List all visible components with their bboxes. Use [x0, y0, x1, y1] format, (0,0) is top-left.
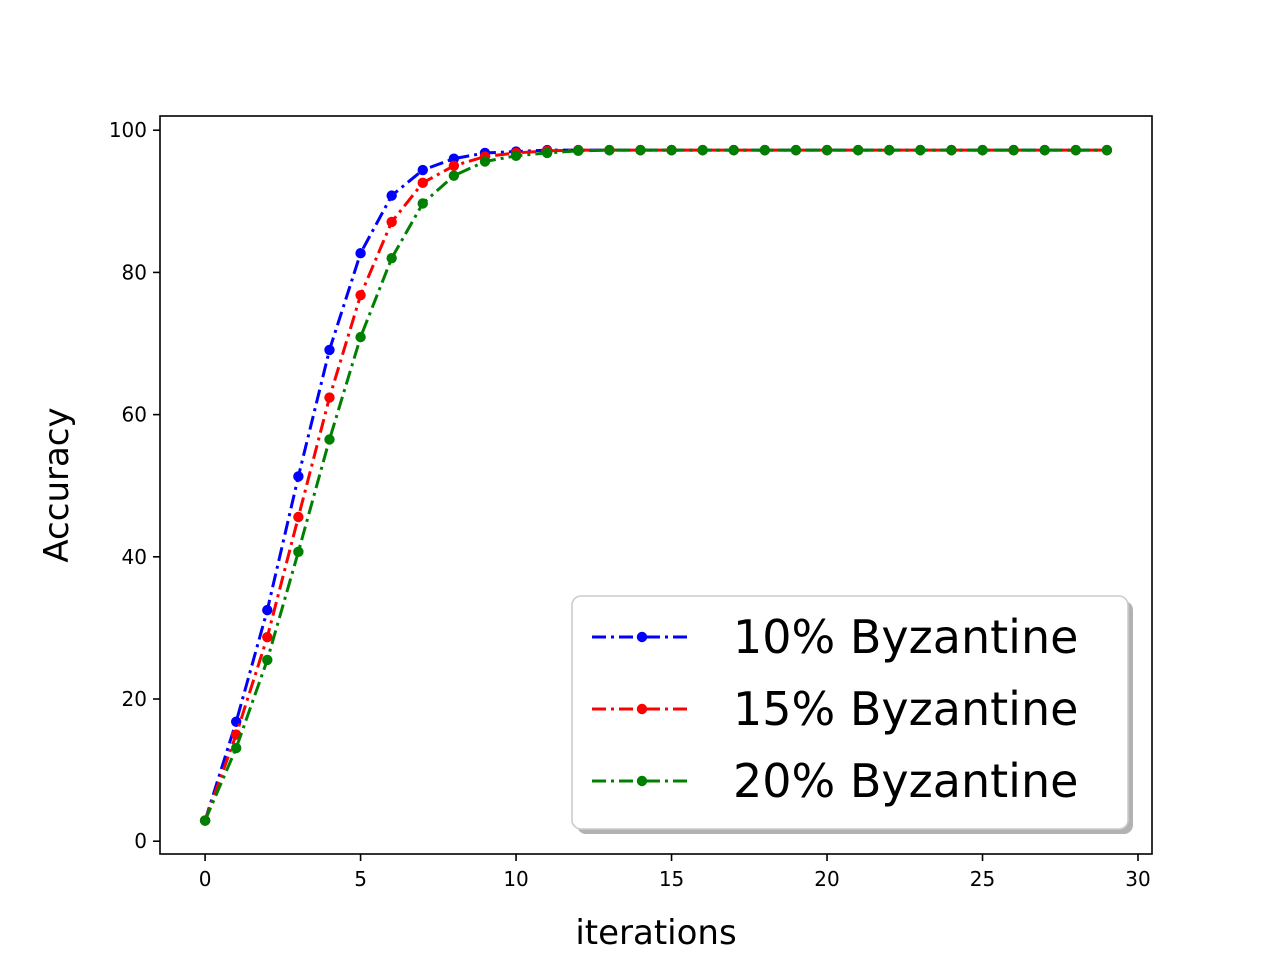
data-point [386, 216, 397, 228]
data-point [355, 289, 366, 301]
data-point [1008, 144, 1019, 156]
y-tick-label: 100 [109, 118, 147, 142]
series-3 [199, 144, 1113, 826]
data-point [355, 331, 366, 343]
data-point [915, 144, 926, 156]
data-point [573, 145, 584, 157]
x-tick-label: 0 [199, 867, 212, 891]
legend-marker [636, 775, 648, 787]
data-point [262, 604, 273, 616]
x-tick-label: 30 [1125, 867, 1150, 891]
data-point [1070, 144, 1082, 156]
data-point [293, 511, 304, 523]
data-point [697, 144, 708, 156]
y-tick-label: 60 [122, 403, 147, 427]
legend-label: 15% Byzantine [733, 682, 1078, 736]
data-point [946, 144, 957, 156]
data-point [728, 144, 739, 156]
data-point [324, 344, 335, 356]
y-tick-label: 0 [134, 829, 147, 853]
legend-entry: 10% Byzantine [592, 610, 1078, 664]
x-axis-label: iterations [575, 913, 736, 953]
data-point [790, 144, 802, 156]
data-point [852, 144, 864, 156]
data-point [448, 160, 460, 171]
data-point [262, 631, 273, 643]
legend-entry: 20% Byzantine [592, 754, 1078, 808]
data-point [448, 170, 460, 181]
series-line [203, 148, 1107, 822]
data-point [541, 147, 553, 159]
legend: 10% Byzantine 15% Byzantine 20% Byzantine [571, 595, 1133, 834]
y-axis: 0 20 40 60 80 100 [109, 118, 160, 853]
x-tick-label: 20 [814, 867, 839, 891]
legend-entry: 15% Byzantine [592, 682, 1078, 736]
data-point [821, 144, 833, 156]
y-tick-label: 40 [122, 545, 147, 569]
legend-entries: 10% Byzantine 15% Byzantine 20% Byzantine [592, 610, 1078, 808]
data-point [417, 198, 428, 209]
legend-box [571, 595, 1129, 830]
data-point [977, 144, 988, 156]
data-point [262, 654, 273, 666]
legend-marker [636, 631, 648, 643]
data-point [635, 144, 646, 156]
data-point [355, 248, 366, 259]
data-point [293, 546, 304, 558]
data-point [230, 742, 242, 754]
legend-label: 20% Byzantine [733, 754, 1078, 808]
data-point [479, 156, 491, 167]
data-point [510, 150, 522, 162]
data-point [448, 153, 460, 164]
data-point [199, 815, 211, 826]
data-point [666, 144, 677, 156]
data-point [884, 144, 895, 156]
data-point [759, 144, 771, 156]
x-tick-label: 10 [503, 867, 528, 891]
x-axis: 0 5 10 15 20 25 30 [199, 854, 1151, 891]
data-point [417, 164, 428, 176]
data-point [324, 434, 335, 445]
x-tick-label: 25 [970, 867, 995, 891]
x-tick-label: 5 [354, 867, 367, 891]
x-tick-label: 15 [659, 867, 684, 891]
data-point [1039, 144, 1050, 156]
plot-frame [159, 115, 1153, 855]
data-point [293, 471, 304, 482]
series-layer [199, 144, 1113, 826]
data-point [386, 252, 397, 264]
legend-label: 10% Byzantine [733, 610, 1078, 664]
data-point [604, 144, 615, 156]
data-point [1101, 144, 1113, 156]
data-point [417, 177, 428, 189]
y-tick-label: 20 [122, 687, 147, 711]
data-point [324, 392, 335, 403]
data-point [386, 190, 397, 201]
y-axis-label: Accuracy [37, 407, 77, 562]
legend-marker [636, 703, 648, 715]
y-tick-label: 80 [122, 260, 147, 284]
